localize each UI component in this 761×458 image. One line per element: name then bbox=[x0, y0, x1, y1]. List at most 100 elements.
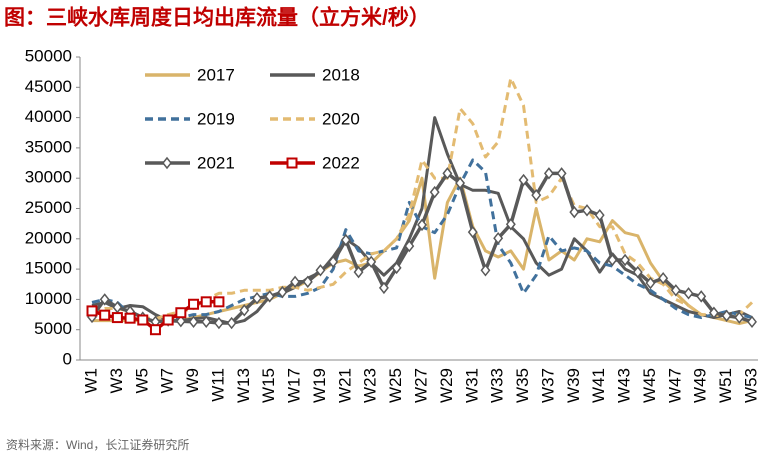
x-tick-label: W39 bbox=[564, 368, 583, 403]
x-tick-label: W9 bbox=[183, 368, 202, 394]
legend-label: 2017 bbox=[197, 65, 235, 84]
point-marker bbox=[188, 298, 200, 310]
point-marker bbox=[467, 225, 478, 239]
y-tick-label: 0 bbox=[63, 349, 72, 368]
chart-title: 图：三峡水库周度日均出库流量（立方米/秒） bbox=[4, 6, 430, 30]
point-marker bbox=[404, 239, 415, 253]
point-marker bbox=[340, 233, 351, 247]
y-tick-label: 30000 bbox=[25, 168, 72, 187]
x-tick-label: W3 bbox=[107, 368, 126, 394]
point-marker bbox=[442, 167, 453, 180]
point-marker bbox=[137, 314, 149, 326]
legend-label: 2018 bbox=[322, 65, 360, 84]
point-marker bbox=[124, 312, 136, 324]
y-tick-label: 35000 bbox=[25, 137, 72, 156]
point-marker bbox=[111, 312, 123, 324]
x-tick-label: W45 bbox=[640, 368, 659, 403]
y-tick-label: 5000 bbox=[34, 319, 72, 338]
point-marker bbox=[226, 316, 237, 330]
point-marker bbox=[708, 306, 719, 319]
y-tick-label: 20000 bbox=[25, 228, 72, 247]
point-marker bbox=[213, 296, 225, 308]
legend-label: 2022 bbox=[322, 153, 360, 172]
point-marker bbox=[99, 293, 110, 306]
point-marker bbox=[747, 315, 757, 329]
point-marker bbox=[455, 176, 466, 190]
x-tick-label: W31 bbox=[462, 368, 481, 403]
x-tick-label: W21 bbox=[335, 368, 354, 403]
x-tick-label: W43 bbox=[615, 368, 634, 403]
point-marker bbox=[683, 287, 694, 300]
y-tick-label: 50000 bbox=[25, 46, 72, 65]
y-tick-label: 45000 bbox=[25, 77, 72, 96]
point-marker bbox=[252, 291, 262, 305]
x-tick-label: W41 bbox=[589, 368, 608, 403]
legend-label: 2019 bbox=[197, 109, 235, 128]
x-tick-label: W15 bbox=[259, 368, 278, 403]
point-marker bbox=[213, 316, 224, 330]
x-tick-label: W25 bbox=[386, 368, 405, 403]
legend-label: 2020 bbox=[322, 109, 360, 128]
point-marker bbox=[175, 307, 187, 319]
point-marker bbox=[721, 309, 732, 322]
x-tick-label: W11 bbox=[208, 368, 227, 402]
x-tick-label: W19 bbox=[310, 368, 329, 403]
point-marker bbox=[670, 284, 681, 297]
x-tick-label: W53 bbox=[741, 368, 760, 403]
point-marker bbox=[290, 275, 301, 289]
point-marker bbox=[607, 253, 618, 267]
y-tick-label: 10000 bbox=[25, 289, 72, 308]
x-tick-label: W27 bbox=[411, 368, 430, 403]
point-marker bbox=[378, 281, 389, 295]
y-tick-label: 40000 bbox=[25, 107, 72, 126]
point-marker bbox=[162, 156, 172, 170]
point-marker bbox=[734, 311, 745, 324]
x-tick-label: W17 bbox=[285, 368, 304, 403]
point-marker bbox=[620, 253, 631, 267]
x-tick-label: W37 bbox=[538, 368, 557, 403]
series-line bbox=[91, 116, 753, 326]
point-marker bbox=[543, 167, 554, 180]
point-marker bbox=[556, 167, 567, 180]
point-marker bbox=[493, 231, 504, 245]
point-marker bbox=[480, 264, 491, 277]
point-marker bbox=[162, 314, 174, 326]
point-marker bbox=[505, 218, 516, 231]
point-marker bbox=[201, 315, 212, 329]
point-marker bbox=[429, 185, 440, 199]
point-marker bbox=[391, 261, 402, 275]
x-tick-label: W23 bbox=[361, 368, 380, 403]
point-marker bbox=[175, 315, 186, 328]
y-tick-label: 25000 bbox=[25, 198, 72, 217]
point-marker bbox=[239, 304, 250, 317]
point-marker bbox=[594, 208, 605, 222]
x-tick-label: W49 bbox=[691, 368, 710, 403]
point-marker bbox=[286, 157, 298, 169]
x-tick-label: W47 bbox=[665, 368, 684, 403]
x-tick-label: W51 bbox=[716, 368, 735, 403]
point-marker bbox=[277, 285, 288, 299]
series-line bbox=[91, 76, 754, 321]
point-marker bbox=[632, 265, 643, 279]
point-marker bbox=[188, 315, 199, 329]
point-marker bbox=[658, 271, 669, 285]
legend-label: 2021 bbox=[197, 153, 235, 172]
point-marker bbox=[417, 218, 427, 232]
point-marker bbox=[518, 173, 529, 187]
x-tick-label: W33 bbox=[488, 368, 507, 403]
point-marker bbox=[353, 265, 364, 279]
x-tick-label: W35 bbox=[513, 368, 532, 403]
point-marker bbox=[328, 255, 339, 269]
point-marker bbox=[86, 305, 98, 317]
point-marker bbox=[315, 264, 326, 277]
x-tick-label: W29 bbox=[437, 368, 456, 403]
point-marker bbox=[302, 275, 313, 289]
point-marker bbox=[696, 290, 707, 303]
y-tick-label: 15000 bbox=[25, 259, 72, 278]
point-marker bbox=[531, 188, 542, 202]
x-tick-label: W7 bbox=[158, 368, 177, 394]
point-marker bbox=[582, 204, 592, 217]
point-marker bbox=[149, 324, 161, 336]
point-marker bbox=[645, 276, 656, 290]
